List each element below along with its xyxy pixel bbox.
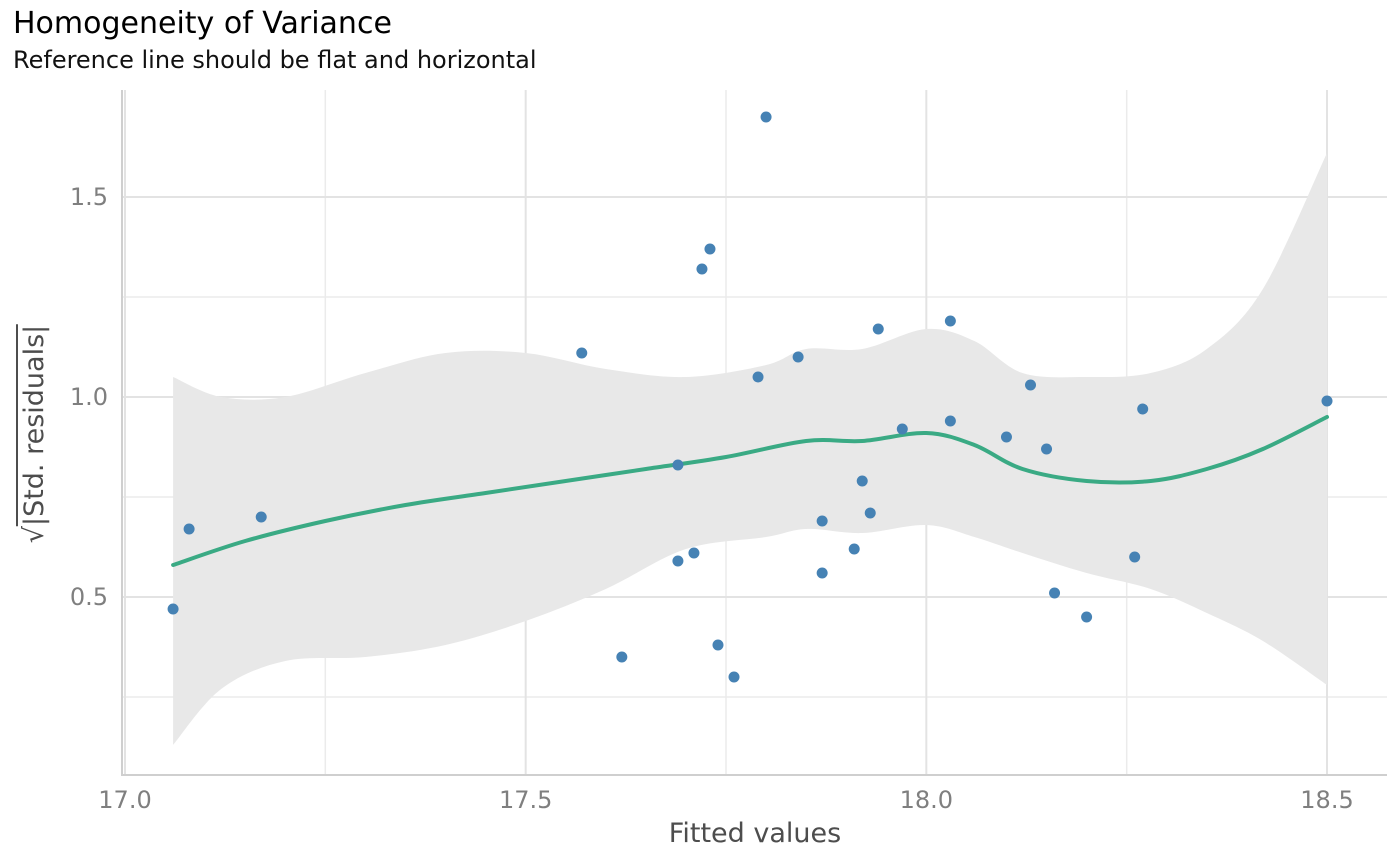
data-point <box>760 111 772 123</box>
data-point <box>728 671 740 683</box>
data-point <box>1129 551 1141 563</box>
data-point <box>1041 443 1053 455</box>
data-point <box>872 323 884 335</box>
data-point <box>696 263 708 275</box>
data-point <box>1049 587 1061 599</box>
data-point <box>255 511 267 523</box>
data-point <box>848 543 860 555</box>
y-axis-label-radical: √ <box>19 526 50 544</box>
y-axis-label-text: |Std. residuals| <box>16 324 50 527</box>
data-point <box>1137 403 1149 415</box>
y-tick-label: 1.5 <box>70 183 108 211</box>
axis-lines <box>121 90 1387 776</box>
data-point <box>616 651 628 663</box>
chart-subtitle: Reference line should be flat and horizo… <box>13 46 537 74</box>
x-tick-label: 17.5 <box>499 786 552 814</box>
data-point <box>576 347 588 359</box>
data-point <box>1321 395 1333 407</box>
data-point <box>752 371 764 383</box>
data-point <box>1081 611 1093 623</box>
data-point <box>167 603 179 615</box>
data-point <box>816 567 828 579</box>
x-tick-labels: 17.0 17.5 18.0 18.5 <box>98 786 1353 814</box>
data-point <box>792 351 804 363</box>
data-point <box>688 547 700 559</box>
data-point <box>896 423 908 435</box>
x-axis-label: Fitted values <box>668 818 842 849</box>
data-point <box>704 243 716 255</box>
data-point <box>1025 379 1037 391</box>
confidence-band <box>173 153 1328 745</box>
y-tick-label: 1.0 <box>70 383 108 411</box>
x-tick-label: 17.0 <box>98 786 151 814</box>
data-point <box>864 507 876 519</box>
data-point <box>672 555 684 567</box>
y-tick-labels: 0.5 1.0 1.5 <box>70 183 108 611</box>
data-point <box>856 475 868 487</box>
smooth-line <box>171 415 1329 567</box>
data-point <box>944 415 956 427</box>
data-point <box>183 523 195 535</box>
data-point <box>712 639 724 651</box>
data-point <box>816 515 828 527</box>
data-points <box>167 111 1333 683</box>
data-point <box>672 459 684 471</box>
chart-title: Homogeneity of Variance <box>13 6 392 41</box>
y-axis-label: √|Std. residuals| <box>16 324 50 544</box>
data-point <box>1000 431 1012 443</box>
x-tick-label: 18.0 <box>900 786 953 814</box>
y-tick-label: 0.5 <box>70 583 108 611</box>
x-tick-label: 18.5 <box>1300 786 1353 814</box>
data-point <box>944 315 956 327</box>
